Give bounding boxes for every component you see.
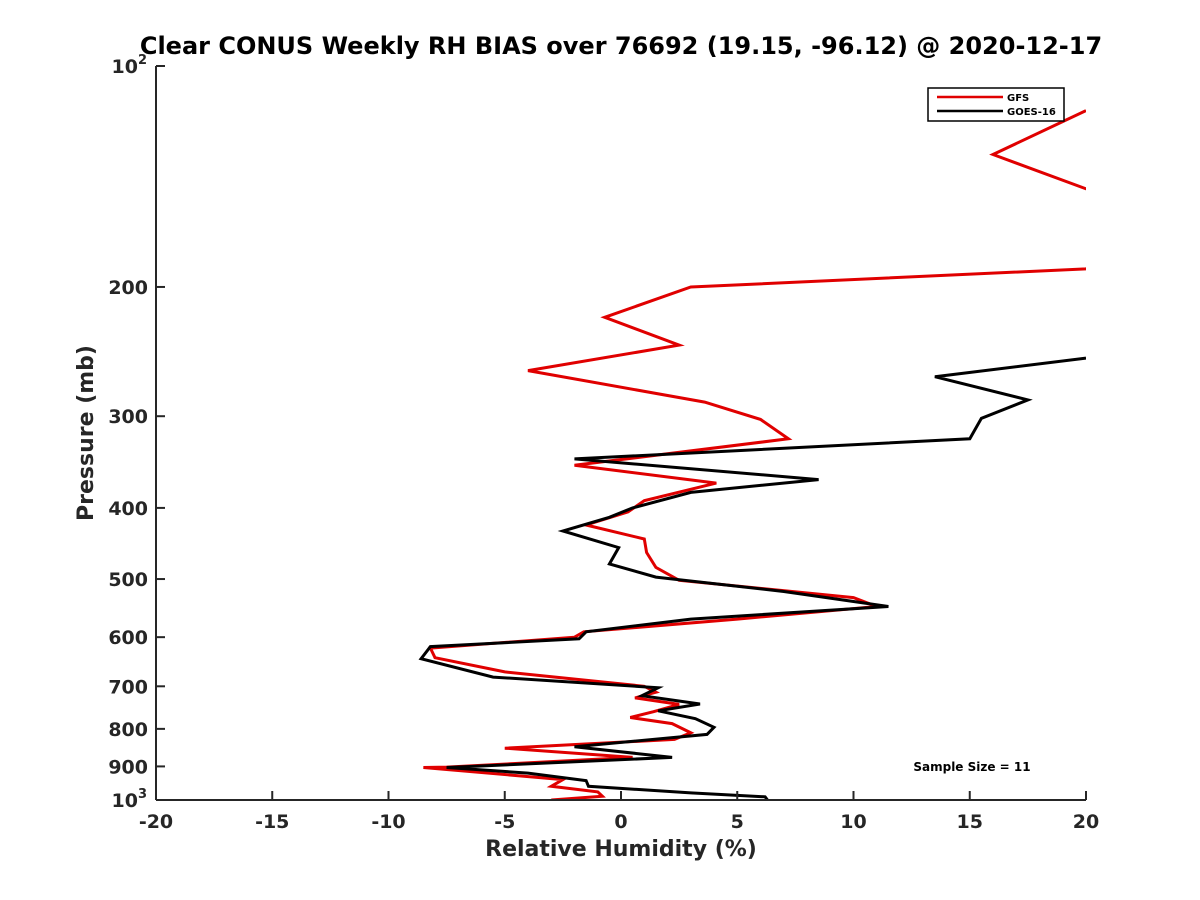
- y-tick-label: 102: [112, 53, 148, 78]
- x-tick-label: -5: [494, 811, 515, 833]
- y-tick-label: 700: [108, 676, 148, 698]
- y-tick-label: 200: [108, 277, 148, 299]
- x-tick-label: 10: [840, 811, 866, 833]
- plot-area: [156, 66, 1086, 800]
- x-tick-label: -20: [139, 811, 173, 833]
- legend: GFS GOES-16: [927, 87, 1065, 122]
- x-axis-label: Relative Humidity (%): [485, 837, 757, 862]
- x-tick-label: 5: [731, 811, 744, 833]
- y-tick-label: 900: [108, 756, 148, 778]
- y-tick-label: 800: [108, 719, 148, 741]
- x-tick-label: 20: [1073, 811, 1099, 833]
- legend-box: [927, 87, 1065, 122]
- y-axis-label: Pressure (mb): [74, 345, 99, 521]
- x-tick-label: -15: [255, 811, 289, 833]
- y-tick-label: 300: [108, 406, 148, 428]
- y-tick-label-base: 10: [112, 56, 138, 78]
- x-tick-label: 0: [614, 811, 627, 833]
- x-tick-label: 15: [957, 811, 983, 833]
- y-tick-label-base: 10: [112, 790, 138, 812]
- x-axis-ticks: -20 -15 -10 -5 0 5 10 15 20: [139, 791, 1099, 833]
- y-tick-label: 103: [112, 787, 148, 812]
- series-line-goes16: [418, 356, 1086, 800]
- x-tick-label: -10: [371, 811, 405, 833]
- legend-label-gfs: GFS: [1007, 93, 1029, 104]
- legend-label-goes16: GOES-16: [1007, 107, 1056, 118]
- sample-size-annotation: Sample Size = 11: [913, 760, 1030, 774]
- chart-title: Clear CONUS Weekly RH BIAS over 76692 (1…: [140, 32, 1102, 60]
- y-tick-label: 500: [108, 569, 148, 591]
- y-tick-label-exponent: 2: [138, 53, 147, 68]
- y-tick-label: 600: [108, 627, 148, 649]
- series-group: [418, 109, 1086, 800]
- series-line-gfs: [423, 109, 1086, 800]
- y-tick-label: 400: [108, 498, 148, 520]
- y-tick-label-exponent: 3: [138, 787, 147, 802]
